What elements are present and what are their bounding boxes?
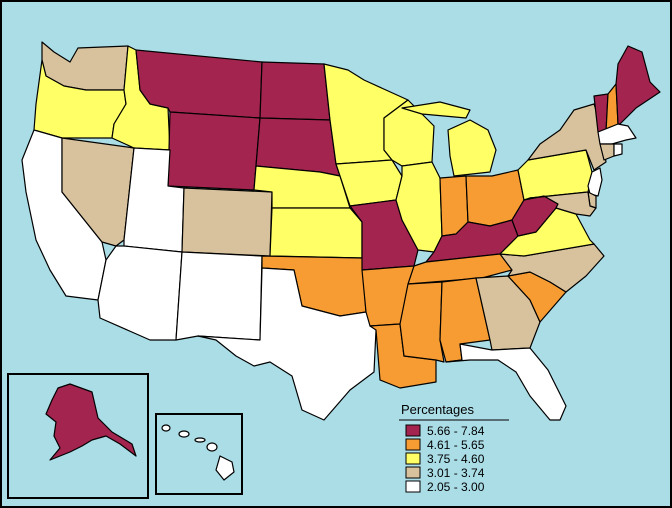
hawaii-inset-frame (155, 413, 243, 495)
state-mi[interactable] (447, 119, 497, 177)
legend-swatch-5 (405, 480, 421, 493)
legend-swatch-1 (405, 424, 421, 437)
state-tx[interactable] (197, 267, 377, 421)
legend-label-3: 3.75 - 4.60 (427, 452, 485, 466)
state-hi-maui[interactable] (206, 442, 218, 452)
hawaii-islands (161, 424, 235, 481)
state-ms[interactable] (399, 281, 445, 363)
state-md[interactable] (529, 191, 597, 217)
alaska-inset-frame (7, 373, 149, 499)
legend-swatch-4 (405, 466, 421, 479)
legend-swatch-3 (405, 452, 421, 465)
state-il[interactable] (395, 161, 443, 253)
legend-label-2: 4.61 - 5.65 (427, 438, 485, 452)
state-ks[interactable] (269, 207, 363, 259)
state-hi-big-island[interactable] (215, 455, 235, 481)
state-hi-oahu[interactable] (178, 430, 190, 438)
state-co[interactable] (181, 187, 273, 257)
state-mi-upper[interactable] (401, 101, 471, 119)
legend-label-5: 2.05 - 3.00 (427, 480, 485, 494)
state-fl[interactable] (445, 343, 567, 421)
state-nd[interactable] (259, 61, 331, 121)
legend-swatch-2 (405, 438, 421, 451)
legend-label-1: 5.66 - 7.84 (427, 424, 485, 438)
state-nj[interactable] (587, 167, 603, 197)
state-ri[interactable] (613, 143, 623, 157)
legend-title: Percentages (401, 402, 474, 417)
legend: Percentages 5.66 - 7.84 4.61 - 5.65 3.75… (399, 402, 509, 494)
legend-label-4: 3.01 - 3.74 (427, 466, 485, 480)
states-layer (21, 41, 661, 421)
state-nm[interactable] (175, 251, 263, 341)
state-hi-kauai[interactable] (161, 424, 171, 432)
state-hi-molokai[interactable] (194, 437, 206, 443)
state-wy[interactable] (167, 111, 261, 191)
state-ak[interactable] (45, 383, 137, 461)
